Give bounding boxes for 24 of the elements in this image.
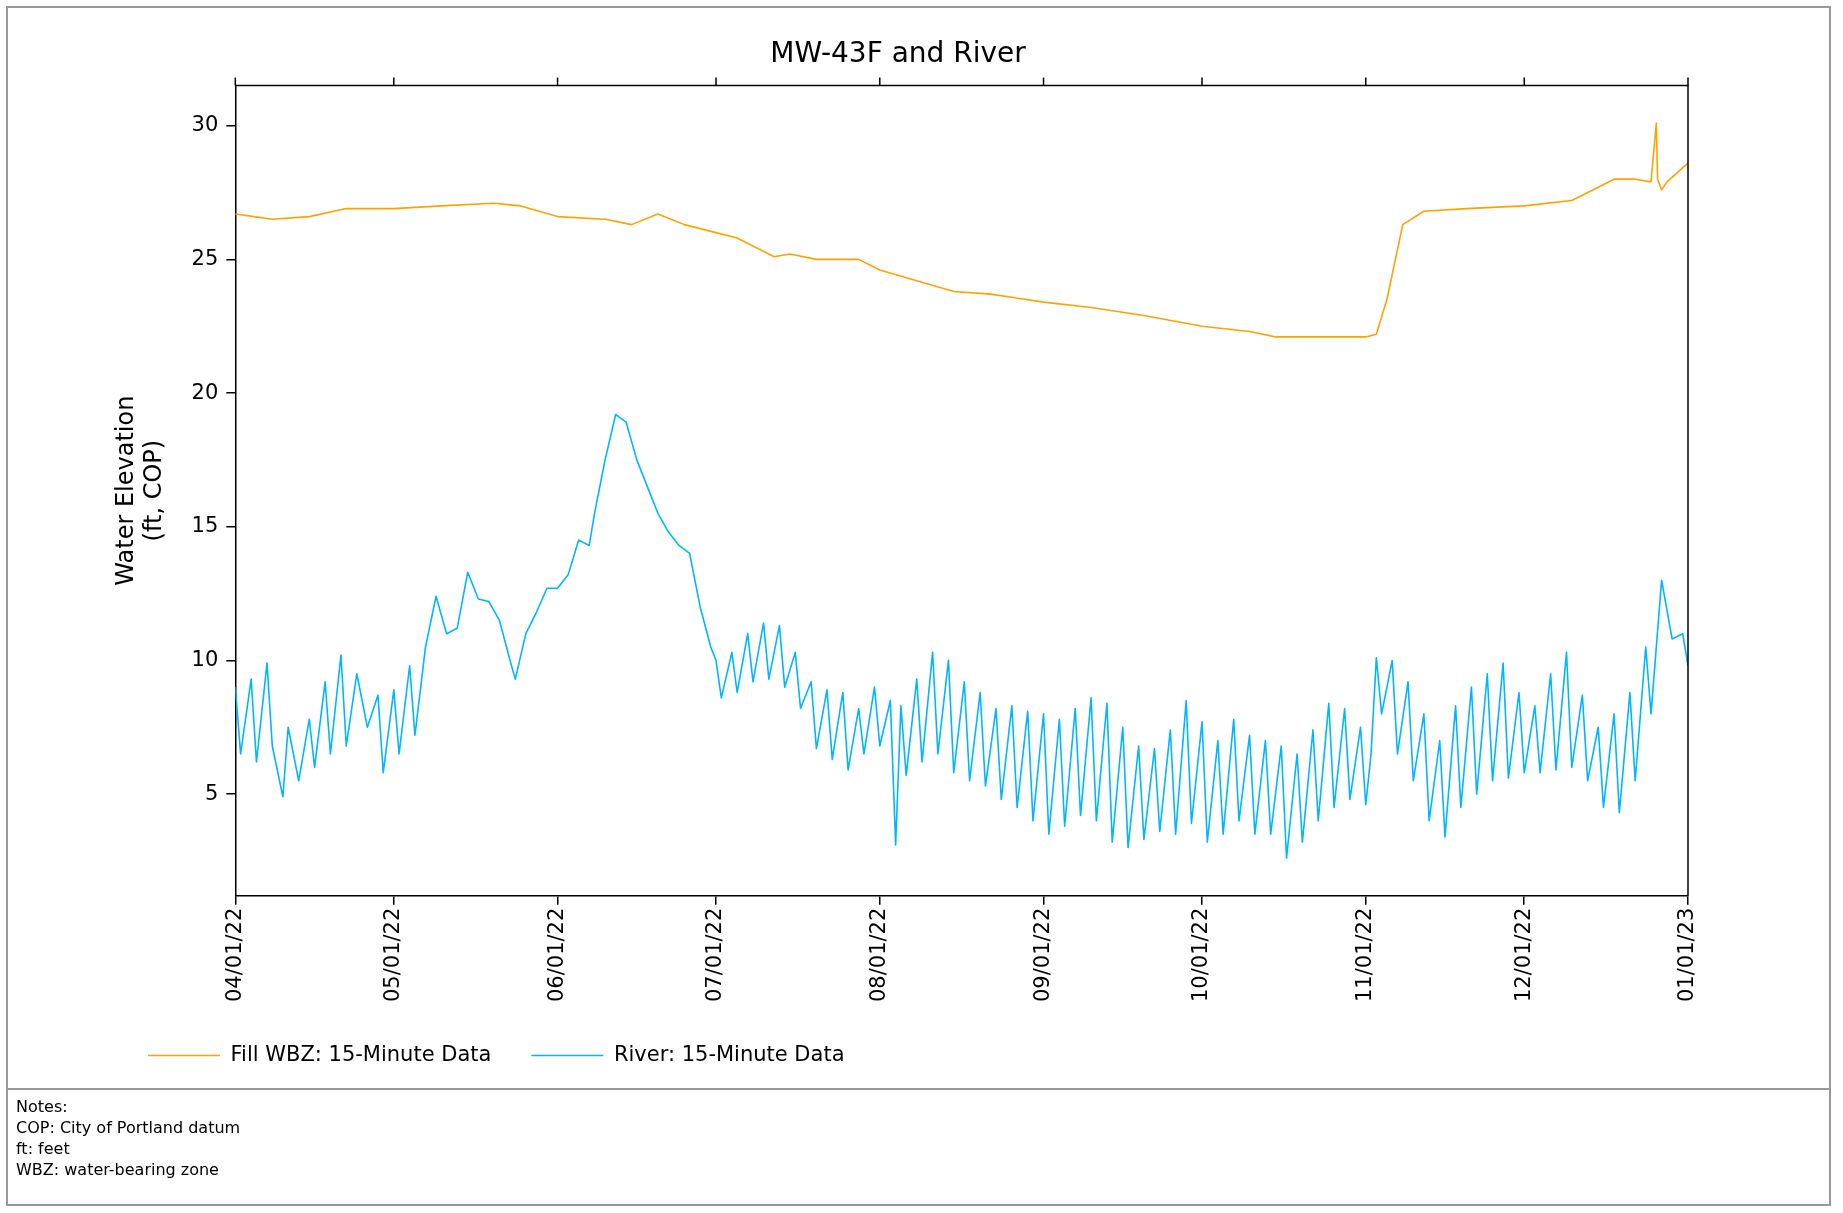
- y-tick-label: 5: [204, 780, 219, 805]
- legend-label: Fill WBZ: 15-Minute Data: [230, 1041, 492, 1066]
- text: Notes:: [16, 1096, 69, 1117]
- text: WBZ: water-bearing zone: [16, 1159, 220, 1180]
- y-tick-label: 15: [191, 513, 219, 538]
- x-tick-label: 07/01/22: [702, 907, 727, 1003]
- y-tick-label: 30: [191, 112, 219, 137]
- x-tick-label: 01/01/23: [1674, 907, 1699, 1003]
- x-tick-label: 12/01/22: [1510, 907, 1535, 1003]
- x-tick-label: 06/01/22: [544, 907, 569, 1003]
- y-tick-label: 20: [191, 379, 219, 404]
- x-tick-label: 04/01/22: [221, 907, 246, 1003]
- text: COP: City of Portland datum: [16, 1117, 242, 1138]
- x-tick-label: 08/01/22: [866, 907, 891, 1003]
- x-tick-label: 11/01/22: [1352, 907, 1377, 1003]
- x-tick-label: 05/01/22: [380, 907, 405, 1003]
- chart-title: MW-43F and River: [770, 36, 1027, 70]
- text: ft: feet: [16, 1138, 71, 1159]
- legend-label: River: 15-Minute Data: [613, 1041, 845, 1066]
- y-tick-label: 25: [191, 245, 219, 270]
- x-tick-label: 10/01/22: [1188, 907, 1213, 1003]
- y-tick-label: 10: [191, 646, 219, 671]
- x-tick-label: 09/01/22: [1029, 907, 1054, 1003]
- y-axis-title: Water Elevation (ft, COP): [110, 395, 168, 586]
